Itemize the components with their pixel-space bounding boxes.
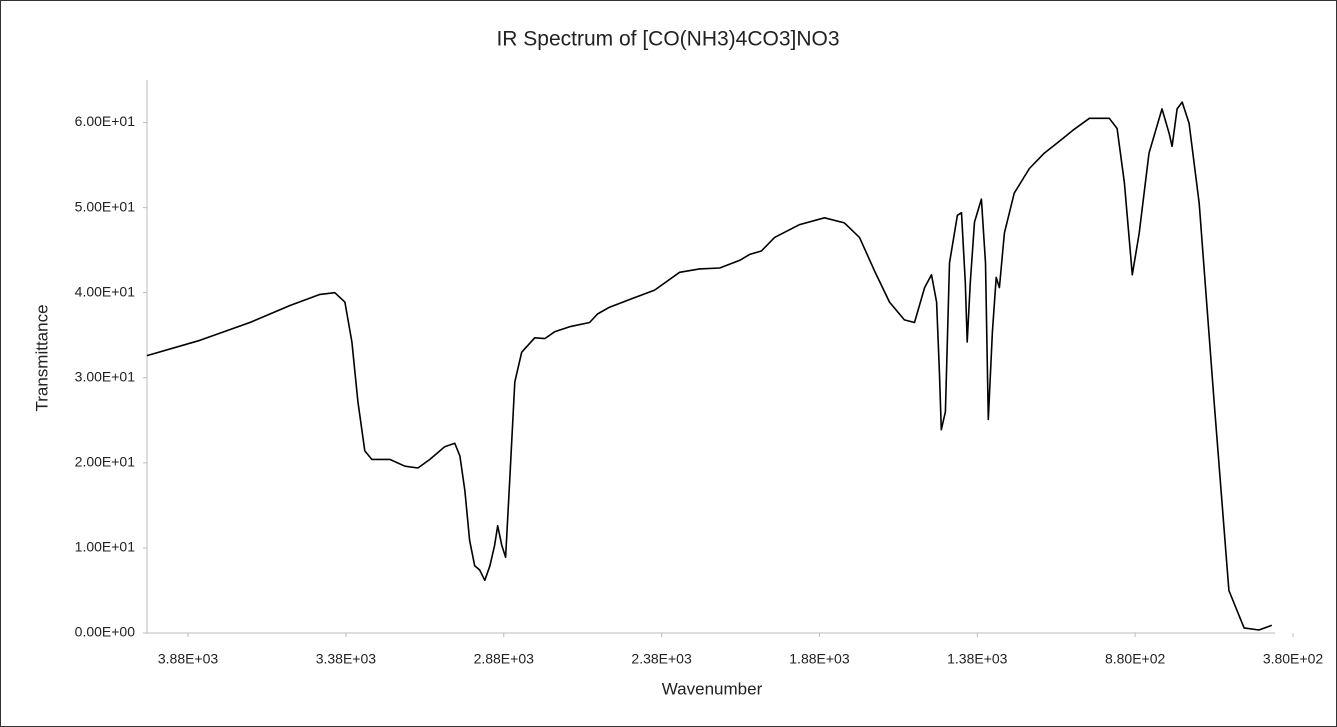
y-tick-label: 5.00E+01 bbox=[75, 198, 136, 214]
x-tick-label: 2.88E+03 bbox=[474, 651, 535, 667]
y-tick-label: 6.00E+01 bbox=[75, 113, 136, 129]
x-tick-label: 3.88E+03 bbox=[158, 651, 219, 667]
x-tick-label: 2.38E+03 bbox=[631, 651, 692, 667]
y-tick-label: 4.00E+01 bbox=[75, 283, 136, 299]
y-tick-label: 1.00E+01 bbox=[75, 539, 136, 555]
x-tick-label: 1.88E+03 bbox=[789, 651, 850, 667]
y-tick-label: 3.00E+01 bbox=[75, 368, 136, 384]
spectrum-line bbox=[146, 101, 1273, 631]
x-axis-label: Wavenumber bbox=[662, 679, 763, 698]
y-axis-label: Transmittance bbox=[32, 304, 51, 411]
x-tick-label: 3.38E+03 bbox=[316, 651, 377, 667]
y-tick-label: 0.00E+00 bbox=[75, 624, 136, 640]
y-tick-label: 2.00E+01 bbox=[75, 454, 136, 470]
x-tick-label: 1.38E+03 bbox=[947, 651, 1008, 667]
x-tick-label: 8.80E+02 bbox=[1105, 651, 1166, 667]
x-tick-label: 3.80E+02 bbox=[1263, 651, 1324, 667]
chart-title: IR Spectrum of [CO(NH3)4CO3]NO3 bbox=[496, 28, 839, 51]
